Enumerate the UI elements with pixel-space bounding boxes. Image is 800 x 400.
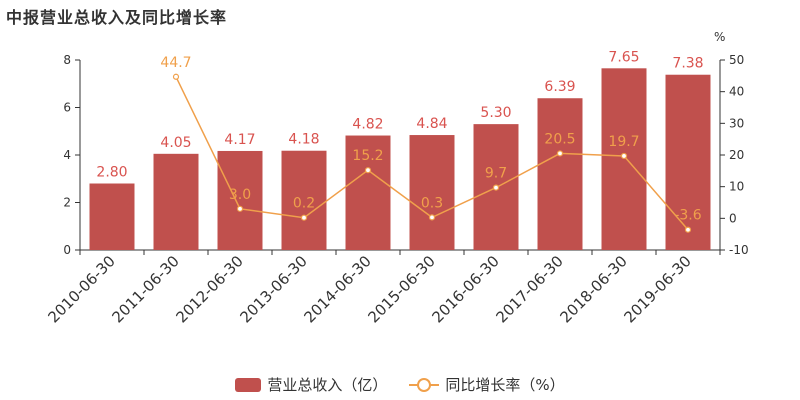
growth-data-label: 3.0: [229, 187, 251, 203]
growth-point: [492, 184, 500, 191]
revenue-bar: [281, 150, 327, 250]
growth-data-label: 20.5: [544, 131, 575, 147]
revenue-bar: [217, 150, 263, 250]
y-right-tick-label: 50: [729, 53, 744, 67]
growth-point: [684, 226, 692, 233]
legend-growth-label: 同比增长率（%）: [445, 376, 565, 394]
y-right-tick-label: 30: [729, 116, 744, 130]
growth-data-label: -3.6: [674, 208, 701, 224]
growth-data-label: 15.2: [352, 148, 383, 164]
y-left-tick-label: 4: [63, 148, 71, 162]
revenue-data-label: 6.39: [544, 79, 575, 95]
revenue-data-label: 4.84: [416, 116, 447, 132]
revenue-data-label: 4.18: [288, 132, 319, 148]
revenue-data-label: 2.80: [96, 165, 127, 181]
growth-point: [236, 205, 244, 212]
x-tick-label: 2012-06-30: [172, 252, 246, 326]
revenue-data-label: 7.38: [672, 56, 703, 72]
x-tick-label: 2010-06-30: [44, 252, 118, 326]
y-left-tick-label: 0: [63, 243, 71, 257]
chart-title: 中报营业总收入及同比增长率: [6, 8, 228, 27]
growth-data-label: 0.3: [421, 195, 443, 211]
legend-revenue-label: 营业总收入（亿）: [267, 376, 388, 394]
y-left-tick-label: 8: [63, 53, 71, 67]
revenue-data-label: 4.17: [224, 132, 255, 148]
growth-point: [364, 167, 372, 174]
x-tick-label: 2016-06-30: [428, 252, 502, 326]
growth-point: [428, 214, 436, 221]
x-tick-label: 2014-06-30: [300, 252, 374, 326]
revenue-bar: [665, 74, 711, 250]
legend-bar-swatch: [235, 377, 262, 392]
revenue-bar: [345, 135, 391, 250]
x-tick-label: 2011-06-30: [108, 252, 182, 326]
x-tick-label: 2018-06-30: [556, 252, 630, 326]
x-tick-label: 2013-06-30: [236, 252, 310, 326]
growth-point: [300, 214, 308, 221]
revenue-data-label: 5.30: [480, 105, 511, 121]
revenue-data-label: 4.82: [352, 117, 383, 133]
x-tick-label: 2015-06-30: [364, 252, 438, 326]
y-right-unit-label: %: [714, 30, 725, 44]
revenue-data-label: 7.65: [608, 49, 639, 65]
x-tick-label: 2019-06-30: [620, 252, 694, 326]
legend-line-swatch: [409, 377, 440, 392]
growth-data-label: 44.7: [160, 55, 191, 71]
growth-point: [172, 73, 180, 80]
revenue-bar: [537, 98, 583, 250]
growth-point: [556, 150, 564, 157]
y-right-tick-label: 20: [729, 148, 744, 162]
y-right-tick-label: -10: [729, 243, 749, 257]
y-right-tick-label: 0: [729, 211, 737, 225]
y-left-tick-label: 2: [63, 196, 71, 210]
legend: 营业总收入（亿） 同比增长率（%）: [0, 374, 800, 395]
growth-point: [620, 152, 628, 160]
y-right-tick-label: 10: [729, 180, 744, 194]
revenue-bar: [409, 135, 455, 250]
growth-data-label: 0.2: [293, 196, 315, 212]
x-tick-label: 2017-06-30: [492, 252, 566, 326]
revenue-bar: [153, 153, 199, 250]
y-right-tick-label: 40: [729, 85, 744, 99]
revenue-data-label: 4.05: [160, 135, 191, 151]
growth-data-label: 9.7: [485, 166, 507, 182]
legend-item-growth[interactable]: 同比增长率（%）: [409, 374, 565, 395]
legend-item-revenue[interactable]: 营业总收入（亿）: [235, 374, 387, 395]
revenue-bar: [601, 68, 647, 250]
growth-data-label: 19.7: [608, 134, 639, 150]
y-left-tick-label: 6: [63, 101, 71, 115]
revenue-bar: [89, 183, 135, 250]
